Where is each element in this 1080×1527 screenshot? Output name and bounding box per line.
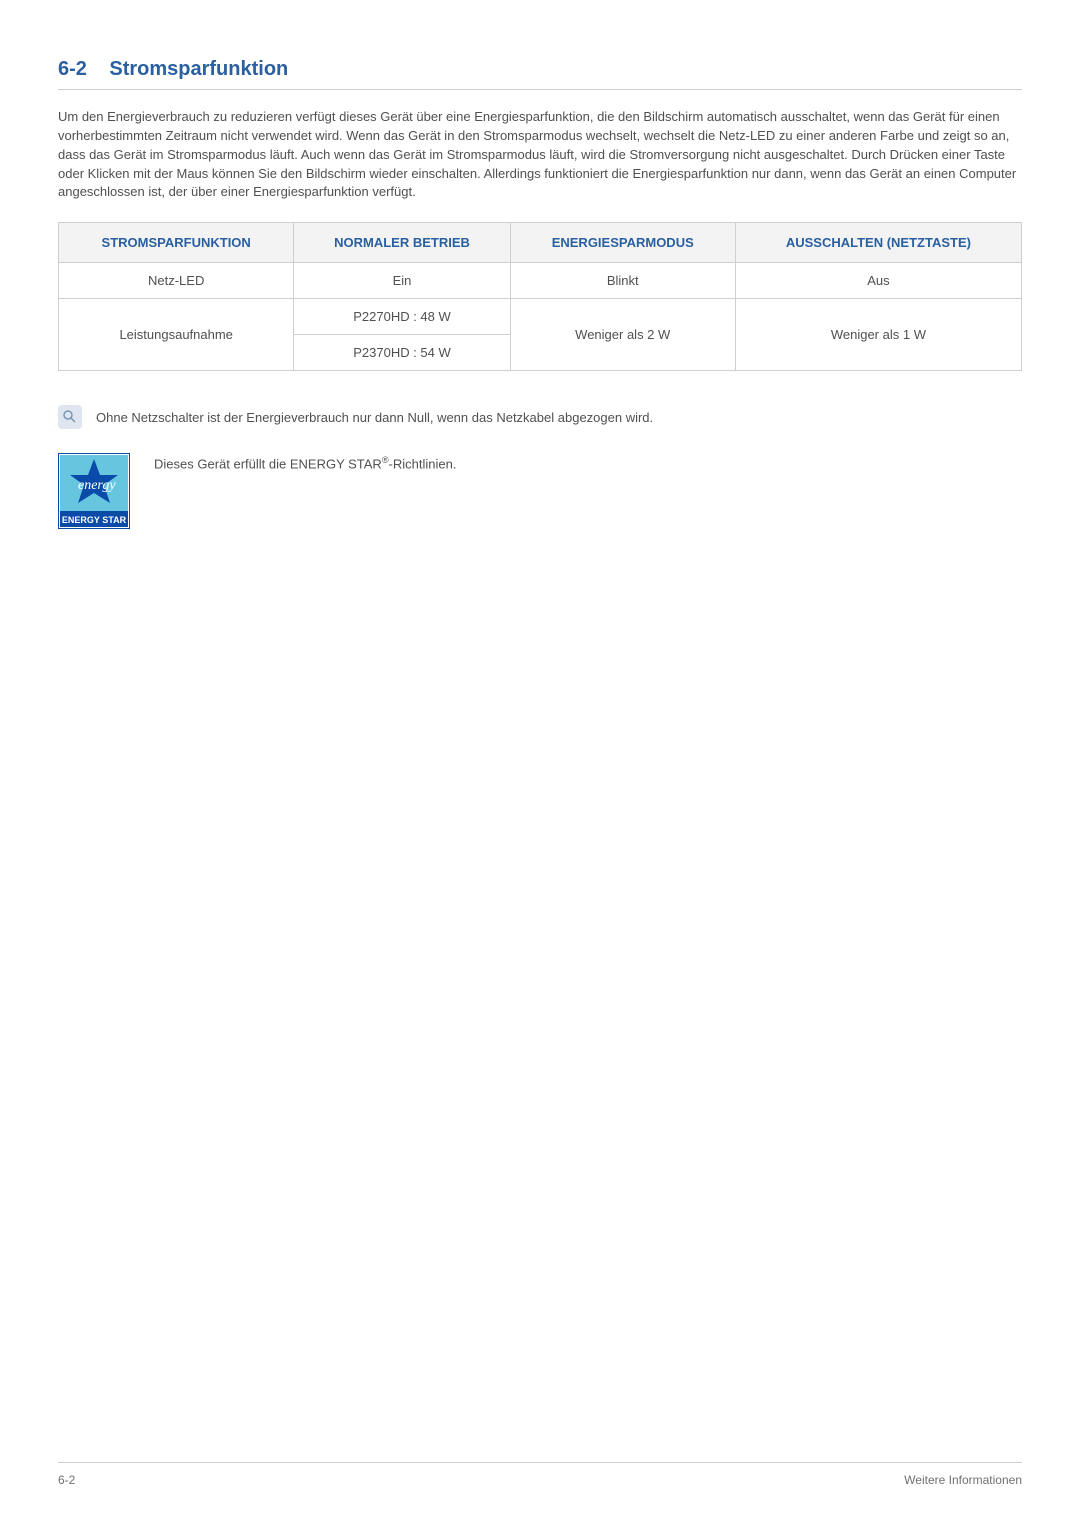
- energy-star-prefix: Dieses Gerät erfüllt die ENERGY STAR: [154, 457, 382, 472]
- table-row: Leistungsaufnahme P2270HD : 48 W Weniger…: [59, 299, 1022, 335]
- energy-star-badge: energy ENERGY STAR: [58, 453, 130, 534]
- note-icon: [58, 405, 82, 429]
- footer-left: 6-2: [58, 1473, 75, 1487]
- energy-star-text: Dieses Gerät erfüllt die ENERGY STAR®-Ri…: [154, 453, 456, 471]
- footer-right: Weitere Informationen: [904, 1473, 1022, 1487]
- cell-led-label: Netz-LED: [59, 263, 294, 299]
- registered-icon: ®: [382, 455, 389, 465]
- page-footer: 6-2 Weitere Informationen: [58, 1462, 1022, 1487]
- heading-number: 6-2: [58, 58, 87, 80]
- section-heading: 6-2 Stromsparfunktion: [58, 58, 1022, 90]
- cell-power-normal-a: P2270HD : 48 W: [294, 299, 510, 335]
- cell-power-normal-b: P2370HD : 54 W: [294, 335, 510, 371]
- note-row: Ohne Netzschalter ist der Energieverbrau…: [58, 405, 1022, 429]
- energy-star-badge-label: ENERGY STAR: [62, 515, 127, 525]
- th-normal: NORMALER BETRIEB: [294, 223, 510, 263]
- cell-power-label: Leistungsaufnahme: [59, 299, 294, 371]
- cell-power-off: Weniger als 1 W: [735, 299, 1021, 371]
- cell-led-off: Aus: [735, 263, 1021, 299]
- intro-paragraph: Um den Energieverbrauch zu reduzieren ve…: [58, 108, 1022, 202]
- th-saving: ENERGIESPARMODUS: [510, 223, 735, 263]
- svg-text:energy: energy: [78, 478, 116, 493]
- th-off: AUSSCHALTEN (NETZTASTE): [735, 223, 1021, 263]
- energy-star-row: energy ENERGY STAR Dieses Gerät erfüllt …: [58, 453, 1022, 534]
- heading-title: Stromsparfunktion: [109, 58, 288, 80]
- cell-led-normal: Ein: [294, 263, 510, 299]
- th-function: STROMSPARFUNKTION: [59, 223, 294, 263]
- note-text: Ohne Netzschalter ist der Energieverbrau…: [96, 410, 653, 425]
- cell-power-saving: Weniger als 2 W: [510, 299, 735, 371]
- power-saving-table: STROMSPARFUNKTION NORMALER BETRIEB ENERG…: [58, 222, 1022, 371]
- energy-star-suffix: -Richtlinien.: [389, 457, 457, 472]
- table-row: Netz-LED Ein Blinkt Aus: [59, 263, 1022, 299]
- cell-led-saving: Blinkt: [510, 263, 735, 299]
